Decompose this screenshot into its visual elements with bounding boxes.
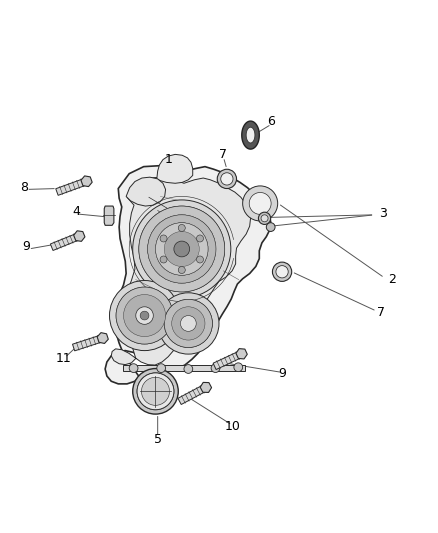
Circle shape [155,223,208,275]
Text: 10: 10 [224,420,240,433]
Circle shape [221,173,233,185]
Text: 3: 3 [379,207,387,221]
Circle shape [124,295,166,336]
Text: 9: 9 [279,367,286,381]
Text: 7: 7 [219,148,227,161]
Circle shape [164,231,199,266]
Circle shape [110,280,180,351]
Circle shape [136,307,153,324]
Polygon shape [244,188,276,220]
Circle shape [133,200,231,298]
Circle shape [272,262,292,281]
Circle shape [258,212,271,224]
Circle shape [172,307,205,340]
Circle shape [155,223,208,275]
Circle shape [266,223,275,231]
Polygon shape [157,155,193,183]
Circle shape [211,364,220,373]
Circle shape [197,235,204,242]
Polygon shape [236,349,247,359]
Text: 2: 2 [388,273,396,286]
Polygon shape [200,382,212,392]
Polygon shape [105,166,271,384]
Circle shape [243,186,278,221]
Polygon shape [104,206,114,225]
Circle shape [180,316,196,332]
Circle shape [160,256,167,263]
Circle shape [140,311,149,320]
Circle shape [141,377,170,405]
Polygon shape [56,178,88,195]
Polygon shape [97,333,108,343]
Circle shape [137,373,174,410]
Circle shape [116,287,173,344]
Circle shape [249,192,271,214]
Polygon shape [178,384,208,405]
Circle shape [139,206,225,292]
Text: 4: 4 [73,205,81,218]
Circle shape [158,293,219,354]
Circle shape [160,235,167,242]
Polygon shape [73,335,104,351]
Polygon shape [126,177,166,206]
Circle shape [148,215,216,283]
Polygon shape [213,351,243,369]
Circle shape [276,265,288,278]
Circle shape [164,300,212,348]
Text: 9: 9 [22,240,30,253]
Circle shape [116,287,173,344]
Circle shape [197,256,204,263]
Text: 8: 8 [20,181,28,194]
Polygon shape [123,365,245,371]
Circle shape [174,241,190,257]
Text: 11: 11 [56,352,71,365]
Circle shape [157,364,166,373]
Circle shape [178,266,185,273]
Circle shape [137,373,174,410]
Polygon shape [246,127,255,143]
Polygon shape [242,121,259,149]
Text: 5: 5 [154,433,162,446]
Polygon shape [111,177,251,365]
Polygon shape [50,233,81,251]
Text: 7: 7 [377,306,385,319]
Polygon shape [81,176,92,187]
Circle shape [178,224,185,231]
Circle shape [164,300,212,348]
Circle shape [139,206,225,292]
Circle shape [184,365,193,374]
Circle shape [234,363,243,372]
Circle shape [261,215,268,222]
Text: 6: 6 [268,116,276,128]
Circle shape [133,368,178,414]
Circle shape [148,215,216,283]
Circle shape [217,169,237,189]
Circle shape [129,364,138,373]
Text: 1: 1 [165,152,173,166]
Polygon shape [74,231,85,241]
